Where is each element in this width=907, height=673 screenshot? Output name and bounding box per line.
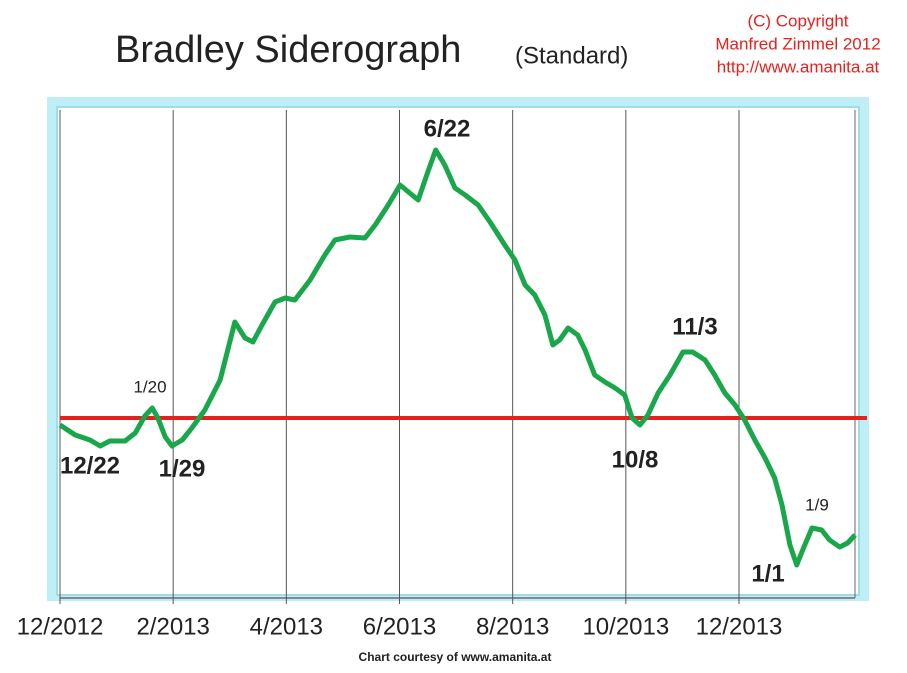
x-tick-label: 6/2013 (363, 613, 436, 640)
copyright: (C) Copyright (747, 11, 848, 30)
annotation: 1/9 (805, 495, 829, 514)
chart-subtitle: (Standard) (515, 42, 628, 69)
chart-title: Bradley Siderograph (115, 29, 461, 71)
x-tick-label: 12/2013 (696, 613, 783, 640)
annotation: 10/8 (612, 446, 659, 473)
copyright: Manfred Zimmel 2012 (715, 34, 880, 53)
annotation: 1/29 (159, 455, 206, 482)
x-tick-label: 2/2013 (136, 613, 209, 640)
annotation: 12/22 (60, 452, 120, 479)
footer: Chart courtesy of www.amanita.at (359, 650, 552, 664)
copyright: http://www.amanita.at (717, 57, 880, 76)
annotation: 1/1 (751, 560, 784, 587)
annotation: 11/3 (672, 313, 717, 340)
x-tick-label: 12/2012 (17, 613, 104, 640)
x-tick-label: 10/2013 (582, 613, 669, 640)
series-line (58, 147, 857, 568)
annotation: 6/22 (424, 115, 471, 142)
x-tick-label: 8/2013 (476, 613, 549, 640)
x-tick-label: 4/2013 (250, 613, 323, 640)
annotation: 1/20 (133, 377, 166, 396)
